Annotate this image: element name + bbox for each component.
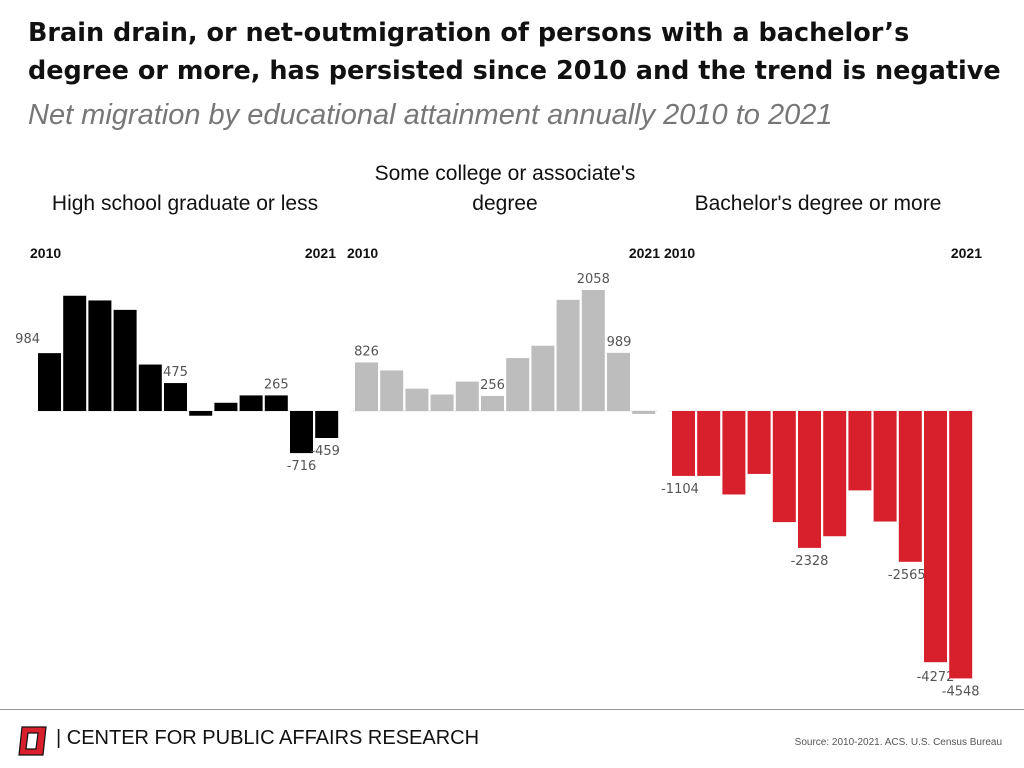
bar-2014 <box>138 364 162 411</box>
footer-divider <box>0 709 1024 710</box>
data-label: 984 <box>15 332 40 347</box>
bar-2013 <box>430 394 454 411</box>
x-end-label: 2021 <box>305 245 336 261</box>
bar-2016 <box>506 358 530 411</box>
data-label: 256 <box>480 378 505 393</box>
panel-title-high-school: High school graduate or less <box>51 192 319 215</box>
bar-2015 <box>798 411 821 548</box>
bar-2018 <box>239 395 263 411</box>
bar-2019 <box>581 289 605 411</box>
data-label: 2058 <box>577 272 610 287</box>
bar-2016 <box>189 411 213 416</box>
chart-subtitle: Net migration by educational attainment … <box>28 99 833 131</box>
bar-2020 <box>607 352 630 411</box>
bar-2016 <box>823 411 847 537</box>
source-note: Source: 2010-2021. ACS. U.S. Census Bure… <box>794 737 1002 748</box>
data-label: -1104 <box>661 482 699 497</box>
bar-2021 <box>949 411 973 679</box>
x-end-label: 2021 <box>951 245 982 261</box>
data-label: 265 <box>264 377 289 392</box>
bar-2015 <box>164 383 187 411</box>
bar-2010 <box>355 362 378 411</box>
data-label: 826 <box>354 344 379 359</box>
organization-name: | CENTER FOR PUBLIC AFFAIRS RESEARCH <box>56 727 480 749</box>
data-label: -2328 <box>791 554 829 569</box>
university-logo-icon <box>18 726 47 756</box>
bar-2018 <box>873 411 897 522</box>
bar-2020 <box>924 411 947 663</box>
x-start-label: 2010 <box>664 245 695 261</box>
bar-2011 <box>697 411 721 476</box>
data-label: -4272 <box>917 670 955 685</box>
data-label: -4548 <box>942 684 980 699</box>
bar-2014 <box>455 381 479 411</box>
bar-2010 <box>38 353 61 411</box>
bar-2011 <box>63 295 87 411</box>
bar-2014 <box>772 411 796 523</box>
bar-2019 <box>264 395 288 411</box>
bar-2013 <box>113 309 137 411</box>
data-label: -459 <box>310 444 340 459</box>
bar-2018 <box>556 299 580 411</box>
data-label: -716 <box>287 459 317 474</box>
bar-2017 <box>214 402 238 411</box>
bar-2021 <box>632 411 656 414</box>
data-label: 475 <box>163 365 188 380</box>
panel-title-bachelors: Bachelor's degree or more <box>694 192 942 215</box>
bar-2015 <box>481 395 504 411</box>
bar-2011 <box>380 370 404 411</box>
bar-2019 <box>898 411 922 562</box>
data-label: 989 <box>607 335 632 350</box>
bar-2012 <box>405 388 429 411</box>
data-label: -2565 <box>888 568 926 583</box>
bar-2021 <box>315 411 339 438</box>
bar-2012 <box>722 411 746 495</box>
bar-2017 <box>848 411 872 491</box>
bar-2020 <box>290 411 313 454</box>
bar-2013 <box>747 411 771 474</box>
chart-title: Brain drain, or net-outmigration of pers… <box>28 18 1001 86</box>
bar-2012 <box>88 300 112 411</box>
panel-title-some-college: Some college or associate's degree <box>374 162 636 215</box>
x-start-label: 2010 <box>30 245 61 261</box>
x-start-label: 2010 <box>347 245 378 261</box>
x-end-label: 2021 <box>629 245 660 261</box>
bar-2017 <box>531 345 555 411</box>
bar-2010 <box>672 411 695 476</box>
